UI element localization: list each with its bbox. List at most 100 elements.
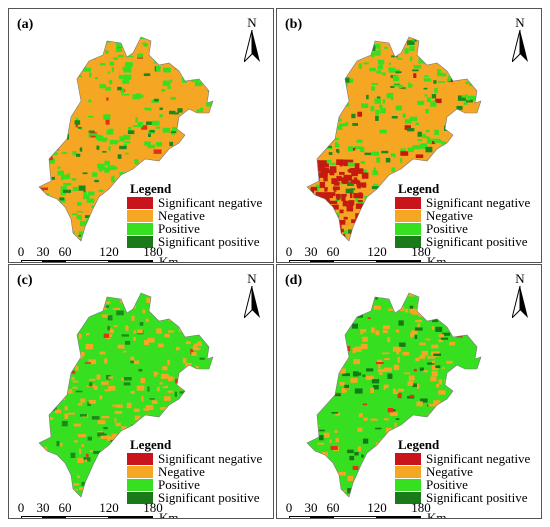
map-panel-2: (b) N Legend Significant negative Negativ… [276, 8, 542, 263]
legend-swatch [395, 222, 421, 235]
north-arrow-icon: N [241, 271, 263, 319]
legend-item: Significant negative [395, 452, 530, 465]
legend-label: Negative [426, 208, 473, 223]
legend-item: Positive [395, 222, 530, 235]
north-label: N [247, 15, 257, 30]
scale-bar: 0 30 60 120 180 Km [285, 244, 475, 263]
legend-label: Significant positive [158, 234, 260, 249]
scale-tick: 180 [143, 500, 163, 515]
legend-item: Negative [127, 465, 262, 478]
scale-tick: 60 [326, 244, 340, 259]
legend-label: Significant positive [158, 490, 260, 505]
scale-tick: 30 [36, 244, 50, 259]
legend-title: Legend [130, 181, 172, 196]
legend-label: Positive [158, 221, 200, 236]
scale-segment [333, 516, 377, 518]
scale-unit: Km [159, 510, 179, 519]
scale-tick: 0 [285, 244, 293, 259]
scale-segment [311, 260, 333, 262]
legend-item: Positive [127, 222, 262, 235]
region-map [306, 36, 482, 242]
scale-tick: 30 [304, 244, 318, 259]
legend-swatch [395, 209, 421, 222]
scale-unit: Km [427, 510, 447, 519]
legend-item: Significant positive [127, 491, 262, 504]
region-map [38, 292, 214, 498]
legend-label: Significant negative [426, 195, 531, 210]
scale-tick: 120 [99, 500, 119, 515]
legend-item: Negative [395, 209, 530, 222]
panel-label: (c) [17, 273, 33, 288]
scale-segment [21, 260, 43, 262]
legend-label: Significant negative [158, 195, 263, 210]
scale-tick: 60 [58, 500, 72, 515]
legend-item: Significant positive [395, 235, 530, 248]
legend: Legend Significant negative Negative Posit… [395, 438, 530, 504]
scale-tick: 30 [36, 500, 50, 515]
legend-label: Significant positive [426, 490, 528, 505]
legend-swatch [127, 196, 153, 209]
legend-swatch [395, 491, 421, 504]
map-panel-3: (c) N Legend Significant negative Negativ… [8, 264, 274, 519]
legend-swatch [395, 478, 421, 491]
scale-tick: 0 [17, 500, 25, 515]
legend: Legend Significant negative Negative Posit… [127, 438, 262, 504]
legend-item: Significant negative [127, 452, 262, 465]
scale-segment [289, 516, 311, 518]
legend-label: Negative [158, 464, 205, 479]
panel-label: (a) [17, 17, 34, 32]
scale-segment [43, 516, 65, 518]
region-fill [307, 293, 481, 497]
scale-unit: Km [427, 254, 447, 263]
north-arrow-icon: N [509, 271, 531, 319]
scale-segment [377, 516, 421, 518]
legend-swatch [395, 452, 421, 465]
map-panel-1: (a) N Legend Significant negative Negativ… [8, 8, 274, 263]
legend-item: Positive [395, 478, 530, 491]
legend-swatch [127, 209, 153, 222]
panel-label: (d) [285, 273, 303, 288]
legend-label: Positive [426, 221, 468, 236]
legend-label: Negative [158, 208, 205, 223]
scale-bar: 0 30 60 120 180 Km [17, 500, 207, 519]
scale-segment [289, 260, 311, 262]
scale-tick: 120 [99, 244, 119, 259]
legend-swatch [127, 222, 153, 235]
scale-segment [21, 516, 43, 518]
scale-tick: 60 [326, 500, 340, 515]
legend-swatch [395, 465, 421, 478]
scale-tick: 60 [58, 244, 72, 259]
scale-tick: 180 [143, 244, 163, 259]
scale-tick: 120 [367, 500, 387, 515]
legend-label: Significant negative [426, 451, 531, 466]
scale-unit: Km [159, 254, 179, 263]
north-label: N [515, 15, 525, 30]
region-map [38, 36, 214, 242]
legend-item: Negative [395, 465, 530, 478]
legend-label: Negative [426, 464, 473, 479]
legend-swatch [127, 235, 153, 248]
scale-segment [109, 516, 153, 518]
legend-swatch [395, 235, 421, 248]
legend-item: Negative [127, 209, 262, 222]
legend-item: Significant negative [127, 196, 262, 209]
scale-segment [65, 516, 109, 518]
legend-label: Significant positive [426, 234, 528, 249]
map-panel-4: (d) N Legend Significant negative Negativ… [276, 264, 542, 519]
legend-item: Significant positive [395, 491, 530, 504]
scale-bar: 0 30 60 120 180 Km [17, 244, 207, 263]
scale-tick: 0 [17, 244, 25, 259]
legend-label: Positive [158, 477, 200, 492]
legend: Legend Significant negative Negative Posit… [127, 182, 262, 248]
scale-tick: 180 [411, 500, 431, 515]
panel-label: (b) [285, 17, 303, 32]
scale-tick: 180 [411, 244, 431, 259]
scale-segment [65, 260, 109, 262]
legend-title: Legend [398, 181, 440, 196]
legend-title: Legend [130, 437, 172, 452]
legend-title: Legend [398, 437, 440, 452]
scale-segment [333, 260, 377, 262]
legend-item: Positive [127, 478, 262, 491]
legend-item: Significant negative [395, 196, 530, 209]
north-arrow-icon: N [241, 15, 263, 63]
